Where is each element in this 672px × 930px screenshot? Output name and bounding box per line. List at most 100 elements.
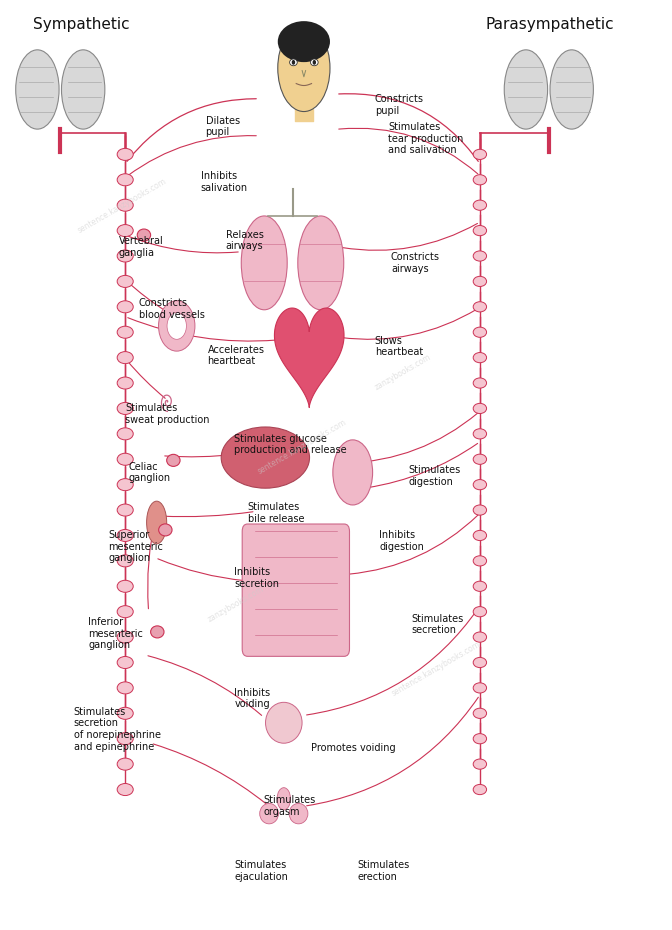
Ellipse shape: [473, 606, 487, 617]
Text: Stimulates
erection: Stimulates erection: [358, 860, 410, 882]
Ellipse shape: [159, 300, 195, 352]
Ellipse shape: [473, 378, 487, 388]
Ellipse shape: [117, 708, 133, 719]
Ellipse shape: [117, 275, 133, 287]
Text: sentence.kanzybooks.com: sentence.kanzybooks.com: [390, 640, 482, 698]
Ellipse shape: [221, 427, 310, 488]
Ellipse shape: [473, 480, 487, 490]
Ellipse shape: [473, 454, 487, 464]
Ellipse shape: [117, 149, 133, 160]
Ellipse shape: [117, 504, 133, 516]
Ellipse shape: [473, 429, 487, 439]
Ellipse shape: [473, 225, 487, 235]
Ellipse shape: [117, 783, 133, 795]
Ellipse shape: [117, 657, 133, 669]
Ellipse shape: [473, 352, 487, 363]
Ellipse shape: [278, 21, 330, 62]
Text: Stimulates
tear production
and salivation: Stimulates tear production and salivatio…: [388, 122, 464, 155]
Text: sentence.kanzybooks.com: sentence.kanzybooks.com: [76, 176, 168, 234]
Text: zanzybooks.com: zanzybooks.com: [206, 584, 265, 624]
Ellipse shape: [117, 352, 133, 364]
Ellipse shape: [265, 702, 302, 743]
Ellipse shape: [473, 658, 487, 668]
Ellipse shape: [117, 377, 133, 389]
Text: sentence.kanzybooks.com: sentence.kanzybooks.com: [257, 418, 349, 475]
Text: Constricts
pupil: Constricts pupil: [375, 95, 424, 116]
Ellipse shape: [117, 403, 133, 415]
Ellipse shape: [473, 150, 487, 159]
Text: Inhibits
salivation: Inhibits salivation: [201, 171, 248, 193]
Text: Constricts
blood vessels: Constricts blood vessels: [138, 299, 204, 320]
Ellipse shape: [473, 530, 487, 540]
Ellipse shape: [117, 428, 133, 440]
Text: Celiac
ganglion: Celiac ganglion: [128, 461, 171, 484]
Ellipse shape: [277, 788, 290, 810]
Text: Inferior
mesenteric
ganglion: Inferior mesenteric ganglion: [89, 618, 143, 650]
Text: Stimulates
secretion
of norepinephrine
and epinephrine: Stimulates secretion of norepinephrine a…: [74, 707, 161, 751]
Ellipse shape: [61, 50, 105, 129]
Text: Slows
heartbeat: Slows heartbeat: [375, 336, 423, 357]
Ellipse shape: [298, 216, 344, 310]
Ellipse shape: [312, 60, 316, 65]
Ellipse shape: [278, 25, 330, 112]
Text: Stimulates
secretion: Stimulates secretion: [411, 614, 463, 635]
Ellipse shape: [473, 200, 487, 210]
Text: Constricts
airways: Constricts airways: [391, 252, 440, 273]
Ellipse shape: [117, 174, 133, 186]
Text: Sympathetic: Sympathetic: [34, 17, 130, 32]
Ellipse shape: [159, 524, 172, 536]
Ellipse shape: [504, 50, 548, 129]
Text: Stimulates glucose
production and release: Stimulates glucose production and releas…: [235, 433, 347, 456]
Text: Stimulates
ejaculation: Stimulates ejaculation: [235, 860, 288, 882]
Ellipse shape: [473, 175, 487, 185]
Ellipse shape: [289, 804, 308, 824]
Ellipse shape: [473, 709, 487, 718]
Ellipse shape: [259, 804, 278, 824]
Ellipse shape: [292, 60, 295, 65]
Ellipse shape: [473, 683, 487, 693]
Text: Inhibits
secretion: Inhibits secretion: [235, 567, 280, 589]
Ellipse shape: [290, 59, 297, 66]
Text: Stimulates
digestion: Stimulates digestion: [409, 465, 460, 487]
Ellipse shape: [117, 580, 133, 592]
FancyBboxPatch shape: [242, 524, 349, 657]
Ellipse shape: [473, 556, 487, 566]
Text: Inhibits
digestion: Inhibits digestion: [380, 530, 425, 551]
Ellipse shape: [473, 784, 487, 794]
Ellipse shape: [15, 50, 59, 129]
Ellipse shape: [167, 312, 186, 339]
Ellipse shape: [117, 300, 133, 312]
Ellipse shape: [333, 440, 372, 505]
Ellipse shape: [473, 301, 487, 312]
Text: Accelerates
heartbeat: Accelerates heartbeat: [208, 345, 265, 366]
Ellipse shape: [473, 759, 487, 769]
Ellipse shape: [146, 501, 167, 544]
Text: Inhibits
voiding: Inhibits voiding: [235, 688, 270, 710]
Text: Dilates
pupil: Dilates pupil: [206, 115, 240, 138]
Ellipse shape: [117, 605, 133, 618]
Ellipse shape: [167, 455, 180, 466]
Ellipse shape: [117, 224, 133, 236]
Text: Promotes voiding: Promotes voiding: [310, 743, 395, 752]
Ellipse shape: [117, 555, 133, 567]
Text: Vertebral
ganglia: Vertebral ganglia: [118, 236, 163, 258]
Ellipse shape: [241, 216, 287, 310]
Text: zanzybooks.com: zanzybooks.com: [373, 352, 433, 392]
Ellipse shape: [473, 251, 487, 261]
Text: Stimulates
bile release: Stimulates bile release: [248, 502, 304, 524]
Polygon shape: [274, 308, 344, 407]
Ellipse shape: [473, 632, 487, 643]
Ellipse shape: [117, 326, 133, 339]
Ellipse shape: [473, 581, 487, 591]
Ellipse shape: [117, 758, 133, 770]
Ellipse shape: [473, 505, 487, 515]
Ellipse shape: [151, 626, 164, 638]
Ellipse shape: [473, 734, 487, 744]
Ellipse shape: [117, 733, 133, 745]
Ellipse shape: [117, 682, 133, 694]
Ellipse shape: [117, 529, 133, 541]
Text: Stimulates
sweat production: Stimulates sweat production: [125, 404, 210, 425]
Ellipse shape: [117, 631, 133, 644]
Ellipse shape: [117, 453, 133, 465]
Ellipse shape: [117, 250, 133, 262]
